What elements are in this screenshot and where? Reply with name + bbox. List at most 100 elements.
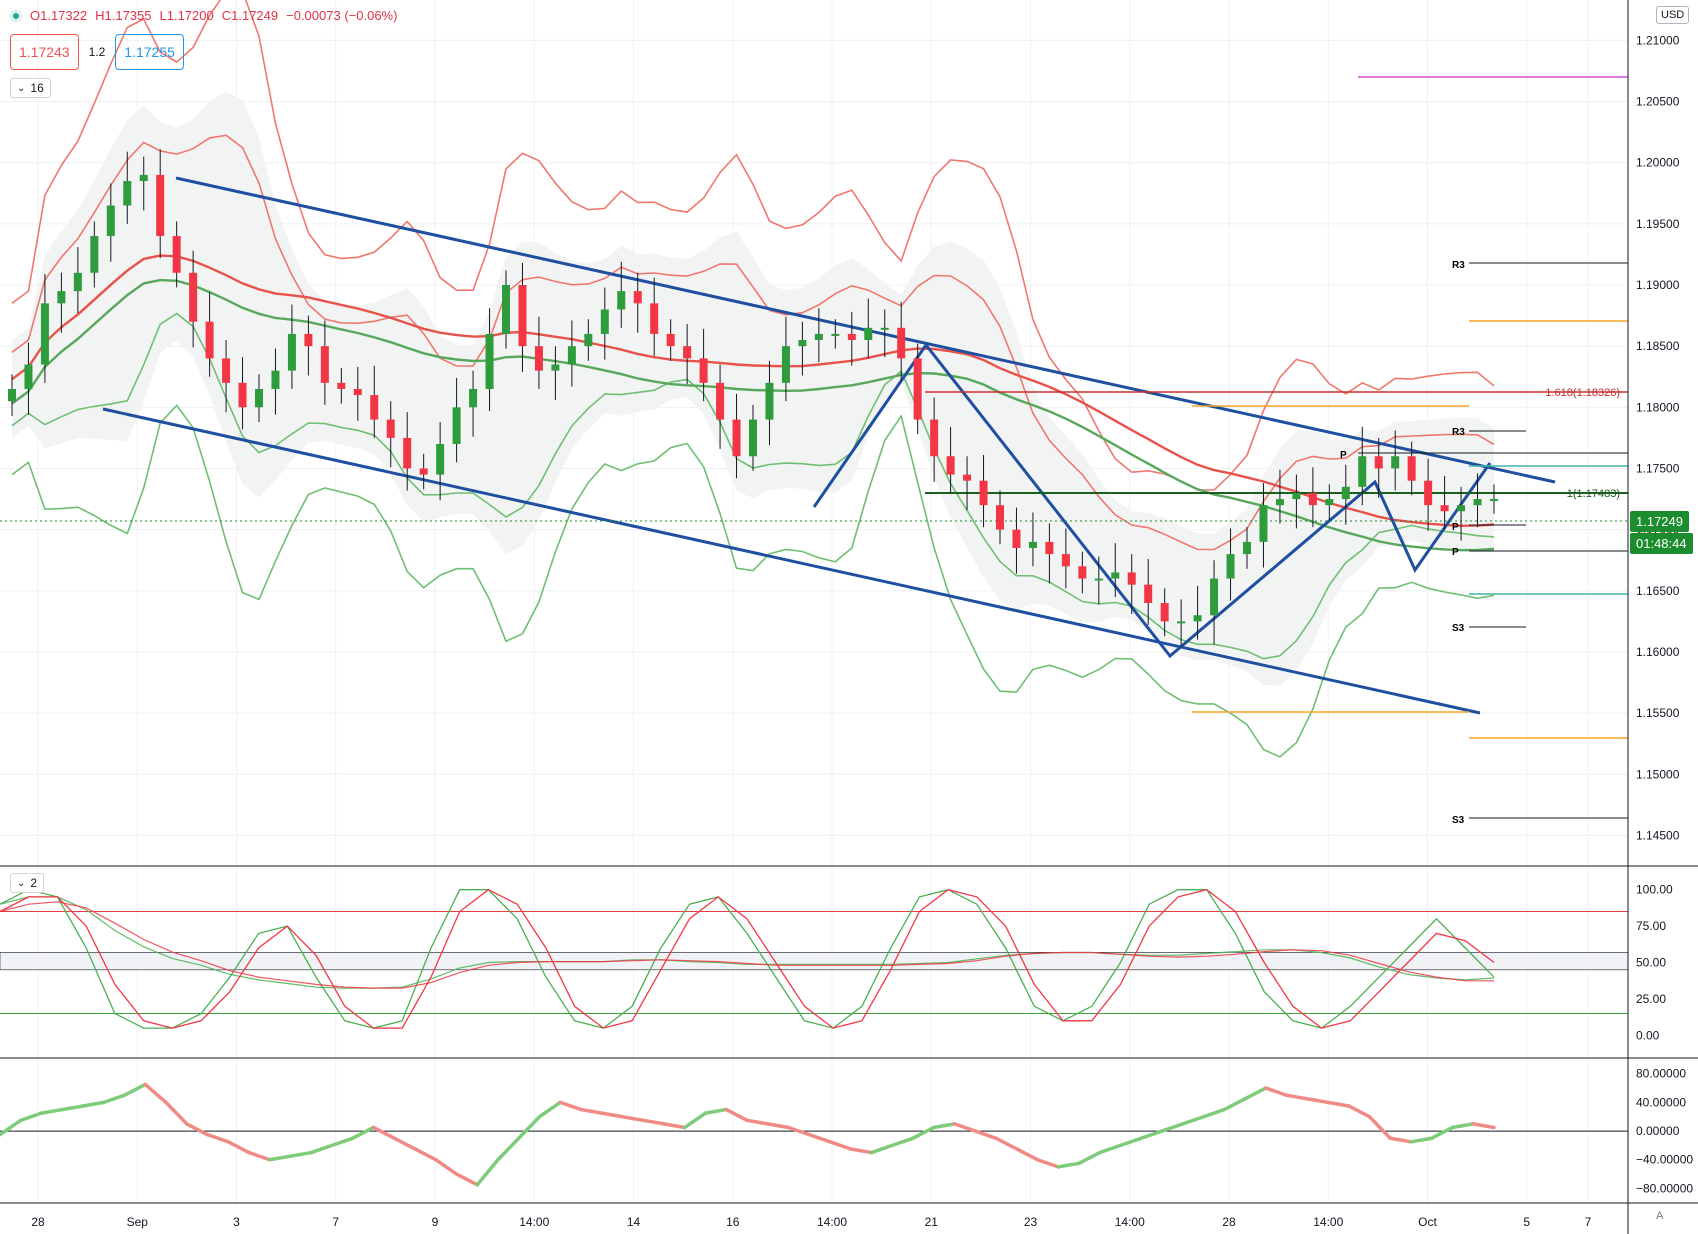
candle-body bbox=[996, 505, 1004, 530]
momentum-segment bbox=[1118, 1136, 1143, 1148]
high-value: H1.17355 bbox=[95, 8, 152, 23]
buy-button[interactable]: 1.17255 bbox=[115, 34, 184, 70]
stochastic-line-1 bbox=[0, 888, 1495, 1029]
osc-y-tick: 75.00 bbox=[1636, 919, 1666, 933]
candle-body bbox=[255, 388, 263, 408]
candle-body bbox=[963, 474, 972, 481]
momentum-segment bbox=[330, 1136, 355, 1148]
candle-body bbox=[1391, 456, 1400, 469]
momentum-segment bbox=[496, 1136, 521, 1162]
momentum-segment bbox=[60, 1104, 85, 1112]
momentum-segment bbox=[392, 1136, 417, 1151]
candle-body bbox=[172, 236, 181, 273]
candle-body bbox=[1094, 578, 1103, 581]
pivot-label-r3-1: R3 bbox=[1452, 260, 1465, 271]
candle-body bbox=[518, 284, 527, 347]
sell-button[interactable]: 1.17243 bbox=[10, 34, 79, 70]
pivot-label-s3-2: S3 bbox=[1452, 815, 1465, 826]
oscillator-toggle-button[interactable]: ⌄ 2 bbox=[10, 873, 45, 893]
momentum-segment bbox=[185, 1122, 210, 1137]
y-tick-label: 1.21000 bbox=[1636, 33, 1680, 47]
candle-body bbox=[57, 291, 66, 304]
auto-scale-button[interactable]: A bbox=[1656, 1210, 1664, 1222]
candle-body bbox=[205, 321, 214, 359]
stochastic-slow-line-1 bbox=[0, 901, 1494, 989]
momentum-segment bbox=[268, 1154, 293, 1162]
momentum-segment bbox=[1098, 1143, 1123, 1155]
candle-body bbox=[106, 205, 115, 237]
candle-body bbox=[156, 174, 165, 237]
momentum-segment bbox=[579, 1107, 604, 1115]
candle-body bbox=[419, 468, 428, 475]
market-open-icon bbox=[10, 9, 22, 22]
x-tick-label: 9 bbox=[432, 1215, 439, 1229]
candle-body bbox=[666, 333, 675, 347]
momentum-segment bbox=[19, 1111, 44, 1123]
momentum-segment bbox=[454, 1172, 479, 1187]
momentum-segment bbox=[1284, 1093, 1309, 1101]
candle-body bbox=[320, 346, 329, 383]
candle-body bbox=[814, 333, 823, 341]
momentum-segment bbox=[247, 1150, 272, 1162]
momentum-segment bbox=[1222, 1097, 1247, 1112]
momentum-segment bbox=[703, 1107, 728, 1115]
momentum-segment bbox=[122, 1082, 147, 1097]
zigzag-pattern[interactable] bbox=[812, 342, 1492, 659]
momentum-segment bbox=[786, 1125, 811, 1137]
candle-body bbox=[617, 291, 626, 310]
candlestick-series bbox=[8, 149, 1498, 648]
momentum-y-tick: −80.00000 bbox=[1636, 1181, 1693, 1195]
momentum-segment bbox=[869, 1143, 894, 1155]
momentum-segment bbox=[1181, 1114, 1206, 1126]
candle-body bbox=[716, 382, 725, 420]
currency-button[interactable]: USD bbox=[1656, 6, 1690, 24]
candle-body bbox=[123, 181, 132, 206]
momentum-segment bbox=[0, 1118, 23, 1137]
x-tick-label: 3 bbox=[233, 1215, 240, 1229]
momentum-segment bbox=[288, 1150, 313, 1158]
momentum-segment bbox=[766, 1122, 791, 1130]
candle-body bbox=[222, 358, 231, 383]
candle-body bbox=[1226, 554, 1235, 579]
candle-body bbox=[1243, 541, 1251, 555]
candle-body bbox=[534, 346, 543, 371]
momentum-segment bbox=[662, 1122, 687, 1130]
channel-lower-line[interactable] bbox=[102, 407, 1481, 715]
x-tick-label: 23 bbox=[1024, 1215, 1038, 1229]
candle-body bbox=[485, 333, 494, 389]
x-tick-label: 14:00 bbox=[519, 1215, 549, 1229]
bar-countdown-badge: 01:48:44 bbox=[1630, 533, 1693, 554]
y-tick-label: 1.18000 bbox=[1636, 400, 1680, 414]
x-tick-label: 16 bbox=[726, 1215, 740, 1229]
candle-body bbox=[469, 388, 478, 408]
x-tick-label: 14:00 bbox=[1313, 1215, 1343, 1229]
candle-body bbox=[913, 358, 922, 420]
fib-1-label: 1(1.17483) bbox=[1567, 488, 1620, 500]
change-value: −0.00073 (−0.06%) bbox=[286, 8, 398, 23]
last-price-badge: 1.17249 bbox=[1630, 511, 1689, 532]
momentum-segment bbox=[1160, 1122, 1185, 1133]
candle-body bbox=[370, 395, 379, 420]
chevron-down-icon: ⌄ bbox=[17, 82, 26, 94]
momentum-segment bbox=[1243, 1086, 1268, 1101]
candle-body bbox=[452, 407, 461, 445]
momentum-segment bbox=[537, 1100, 562, 1119]
momentum-segment bbox=[226, 1140, 251, 1155]
candle-body bbox=[1358, 456, 1367, 487]
candle-body bbox=[304, 333, 313, 347]
indicators-toggle-button[interactable]: ⌄ 16 bbox=[10, 78, 51, 98]
candle-body bbox=[1407, 456, 1416, 481]
momentum-segment bbox=[371, 1125, 396, 1140]
candle-body bbox=[337, 382, 346, 389]
candle-body bbox=[1111, 572, 1120, 579]
candle-body bbox=[683, 346, 692, 359]
momentum-segment bbox=[1471, 1122, 1496, 1130]
osc-y-tick: 100.00 bbox=[1636, 883, 1673, 897]
momentum-segment bbox=[620, 1114, 645, 1123]
candle-body bbox=[1160, 603, 1169, 622]
momentum-segment bbox=[1201, 1107, 1226, 1119]
candle-body bbox=[1473, 499, 1482, 506]
momentum-segment bbox=[641, 1118, 666, 1126]
